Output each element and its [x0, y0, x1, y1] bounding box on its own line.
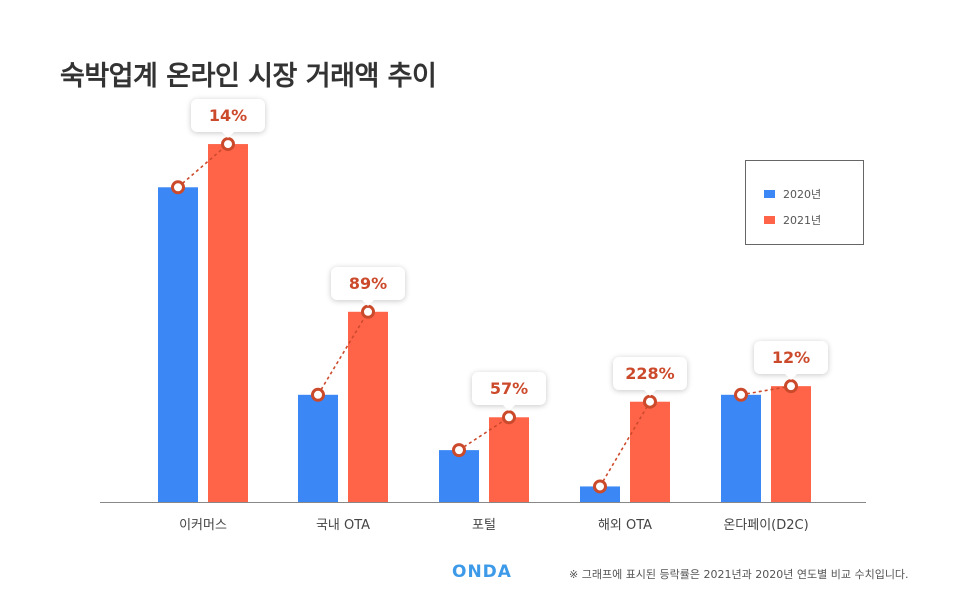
x-tick-label: 포털 [472, 518, 496, 533]
chart-legend: 2020년 2021년 [745, 160, 864, 245]
legend-item-2020: 2020년 [764, 186, 821, 202]
change-connector [599, 401, 651, 487]
x-tick-label: 온다페이(D2C) [723, 518, 809, 533]
bar-2021 [489, 417, 529, 502]
marker-2021 [502, 410, 516, 425]
change-label: 14% [191, 99, 265, 139]
bar-2020 [580, 486, 620, 502]
chart-title: 숙박업계 온라인 시장 거래액 추이 [60, 61, 437, 92]
legend-swatch-2021 [764, 216, 775, 224]
x-tick-label: 국내 OTA [315, 518, 371, 533]
bar-2021 [208, 144, 248, 502]
x-tick-label: 해외 OTA [597, 518, 653, 533]
marker-2020 [593, 479, 607, 494]
change-label: 228% [613, 356, 687, 396]
change-connector [317, 311, 369, 396]
change-connector [458, 416, 510, 451]
marker-2021 [784, 379, 798, 394]
legend-swatch-2020 [764, 190, 775, 198]
onda-logo: ONDA [452, 562, 512, 582]
marker-2020 [171, 180, 185, 195]
bar-2021 [771, 386, 811, 502]
change-connector [177, 143, 229, 188]
legend-item-2021: 2021년 [764, 212, 821, 228]
bar-2020 [298, 394, 338, 502]
marker-2021 [221, 137, 235, 152]
bar-2020 [439, 450, 479, 502]
legend-label-2020: 2020년 [783, 188, 822, 201]
marker-2020 [734, 387, 748, 402]
marker-2020 [452, 443, 466, 458]
marker-2021 [361, 304, 375, 319]
change-label: 89% [331, 266, 405, 306]
marker-2020 [311, 387, 325, 402]
bar-2021 [630, 401, 670, 502]
change-connector [740, 385, 792, 396]
change-label: 12% [754, 341, 828, 381]
change-label: 57% [472, 372, 546, 412]
bar-2021 [348, 311, 388, 502]
bar-2020 [721, 394, 761, 502]
x-tick-label: 이커머스 [179, 518, 227, 533]
bar-2020 [158, 187, 198, 502]
marker-2021 [643, 394, 657, 409]
legend-label-2021: 2021년 [783, 214, 822, 227]
footnote: ※ 그래프에 표시된 등락률은 2021년과 2020년 연도별 비교 수치입니… [569, 568, 909, 581]
